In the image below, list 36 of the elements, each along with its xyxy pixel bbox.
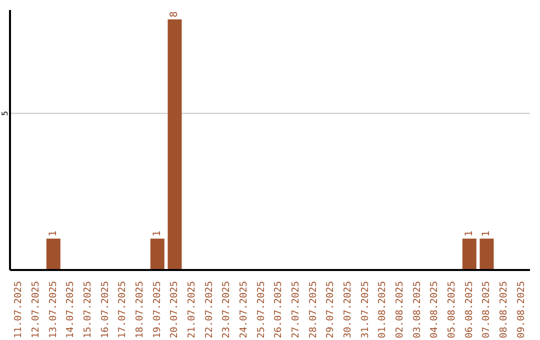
x-tick-label: 08.08.2025 [498,281,510,338]
x-tick-label: 23.07.2025 [221,281,232,338]
data-label: 1 [464,230,475,237]
x-tick-label: 17.07.2025 [117,281,128,338]
x-tick-label: 27.07.2025 [290,281,302,338]
x-tick-label: 21.07.2025 [186,281,198,338]
y-tick-label: 5 [0,110,10,116]
data-label: 1 [152,230,163,237]
x-tick-label: 04.08.2025 [429,281,440,338]
x-tick-label: 15.07.2025 [82,281,94,338]
x-tick-label: 14.07.2025 [65,281,76,338]
x-tick-label: 01.08.2025 [377,281,388,338]
x-tick-label: 19.07.2025 [152,281,163,338]
x-tick-label: 13.07.2025 [48,281,59,338]
x-tick-label: 22.07.2025 [204,281,215,338]
x-tick-label: 03.08.2025 [412,281,423,338]
data-label: 1 [481,230,492,237]
x-tick-label: 02.08.2025 [394,281,406,338]
x-tick-label: 18.07.2025 [134,281,146,338]
x-tick-label: 24.07.2025 [238,281,250,338]
x-tick-label: 16.07.2025 [100,281,111,338]
x-tick-label: 31.07.2025 [360,281,371,338]
x-tick-label: 12.07.2025 [30,281,42,338]
x-tick-label: 29.07.2025 [325,281,336,338]
x-tick-label: 30.07.2025 [342,281,354,338]
x-tick-label: 28.07.2025 [308,281,319,338]
x-tick-label: 06.08.2025 [464,281,475,338]
x-tick-label: 09.08.2025 [516,281,527,338]
x-tick-label: 11.07.2025 [13,281,24,338]
x-tick-label: 20.07.2025 [169,281,180,338]
data-label: 8 [169,11,180,18]
data-label: 1 [48,230,59,237]
x-tick-label: 26.07.2025 [273,281,284,338]
x-tick-label: 07.08.2025 [481,281,492,338]
x-tick-label: 25.07.2025 [256,281,267,338]
x-tick-label: 05.08.2025 [446,281,458,338]
